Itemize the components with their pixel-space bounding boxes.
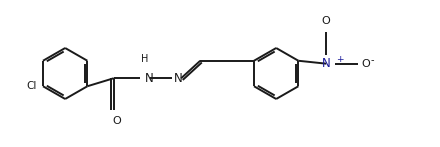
Text: O: O [361,59,370,69]
Text: O: O [322,16,330,26]
Text: N: N [174,72,183,85]
Text: -: - [370,55,374,65]
Text: N: N [144,72,153,85]
Text: O: O [112,116,121,126]
Text: Cl: Cl [27,81,37,91]
Text: +: + [337,55,344,64]
Text: N: N [322,57,330,70]
Text: H: H [141,54,148,64]
